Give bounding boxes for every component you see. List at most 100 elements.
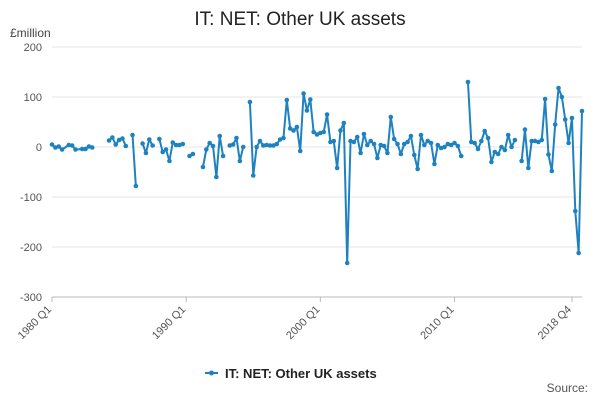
data-point[interactable] — [529, 138, 534, 144]
data-point[interactable] — [247, 99, 253, 105]
data-point[interactable] — [549, 168, 555, 174]
data-point[interactable] — [307, 97, 313, 102]
data-point[interactable] — [358, 150, 363, 156]
data-point[interactable] — [371, 141, 377, 147]
data-point[interactable] — [492, 149, 498, 155]
data-point[interactable] — [415, 166, 420, 172]
data-point[interactable] — [150, 143, 155, 148]
data-point[interactable] — [432, 161, 437, 167]
data-point[interactable] — [207, 140, 212, 146]
data-point[interactable] — [331, 138, 337, 144]
data-point[interactable] — [405, 139, 410, 145]
data-point[interactable] — [167, 158, 172, 164]
data-point[interactable] — [257, 138, 263, 144]
data-point[interactable] — [428, 140, 434, 146]
data-point[interactable] — [146, 137, 152, 142]
data-point[interactable] — [79, 146, 85, 152]
data-point[interactable] — [200, 164, 206, 170]
data-point[interactable] — [391, 136, 397, 142]
data-point[interactable] — [143, 150, 149, 156]
data-point[interactable] — [569, 115, 575, 121]
data-point[interactable] — [354, 134, 360, 140]
data-point[interactable] — [220, 153, 226, 159]
data-point[interactable] — [237, 158, 243, 164]
data-point[interactable] — [106, 138, 112, 143]
data-point[interactable] — [398, 151, 404, 157]
data-point[interactable] — [526, 165, 531, 171]
data-point[interactable] — [566, 140, 571, 146]
data-point[interactable] — [395, 141, 400, 147]
data-point[interactable] — [163, 147, 169, 152]
data-point[interactable] — [411, 152, 417, 158]
data-point[interactable] — [368, 138, 373, 144]
data-point[interactable] — [556, 85, 561, 91]
data-point[interactable] — [361, 131, 367, 137]
data-point[interactable] — [522, 127, 528, 132]
data-point[interactable] — [499, 144, 504, 150]
data-point[interactable] — [274, 141, 280, 147]
data-point[interactable] — [89, 145, 95, 150]
data-point[interactable] — [291, 128, 296, 133]
data-point[interactable] — [338, 128, 343, 133]
data-point[interactable] — [442, 144, 447, 150]
data-point[interactable] — [180, 141, 186, 147]
data-point[interactable] — [187, 153, 192, 159]
data-point[interactable] — [73, 147, 78, 152]
data-point[interactable] — [217, 133, 223, 139]
data-point[interactable] — [264, 142, 269, 148]
data-point[interactable] — [512, 137, 518, 143]
data-point[interactable] — [83, 146, 88, 152]
data-point[interactable] — [536, 139, 541, 145]
data-point[interactable] — [230, 142, 236, 147]
data-point[interactable] — [324, 112, 330, 117]
data-point[interactable] — [113, 142, 119, 147]
data-point[interactable] — [485, 135, 491, 141]
data-point[interactable] — [465, 79, 471, 85]
data-point[interactable] — [173, 142, 179, 148]
data-point[interactable] — [334, 165, 340, 171]
data-point[interactable] — [455, 143, 461, 149]
data-point[interactable] — [425, 138, 431, 144]
data-point[interactable] — [472, 140, 477, 146]
data-point[interactable] — [311, 129, 316, 135]
data-point[interactable] — [579, 108, 585, 114]
data-point[interactable] — [452, 140, 457, 146]
data-point[interactable] — [281, 135, 286, 141]
data-point[interactable] — [210, 143, 216, 149]
data-point[interactable] — [254, 144, 259, 150]
data-point[interactable] — [297, 148, 303, 154]
data-point[interactable] — [56, 144, 62, 149]
data-point[interactable] — [539, 137, 545, 143]
data-point[interactable] — [267, 143, 273, 148]
data-point[interactable] — [418, 132, 424, 138]
data-point[interactable] — [59, 147, 65, 152]
data-point[interactable] — [351, 139, 357, 145]
data-point[interactable] — [448, 142, 454, 148]
data-point[interactable] — [287, 126, 293, 131]
data-point[interactable] — [475, 146, 481, 152]
data-point[interactable] — [365, 142, 370, 148]
data-point[interactable] — [234, 135, 239, 141]
data-point[interactable] — [140, 141, 145, 146]
data-point[interactable] — [495, 151, 501, 157]
data-point[interactable] — [479, 138, 484, 144]
data-point[interactable] — [401, 141, 407, 147]
data-point[interactable] — [240, 144, 246, 150]
data-point[interactable] — [69, 143, 75, 148]
data-point[interactable] — [572, 208, 578, 214]
data-point[interactable] — [381, 143, 387, 149]
data-point[interactable] — [133, 183, 139, 189]
legend[interactable]: IT: NET: Other UK assets — [205, 366, 377, 381]
data-point[interactable] — [344, 260, 350, 266]
data-point[interactable] — [576, 250, 581, 256]
data-point[interactable] — [120, 136, 125, 141]
data-point[interactable] — [505, 132, 511, 138]
data-point[interactable] — [458, 153, 464, 159]
data-point[interactable] — [284, 97, 290, 103]
data-point[interactable] — [385, 150, 390, 156]
data-point[interactable] — [321, 129, 327, 135]
data-point[interactable] — [214, 174, 219, 180]
data-point[interactable] — [294, 124, 300, 130]
data-point[interactable] — [190, 151, 196, 157]
data-point[interactable] — [559, 94, 565, 100]
